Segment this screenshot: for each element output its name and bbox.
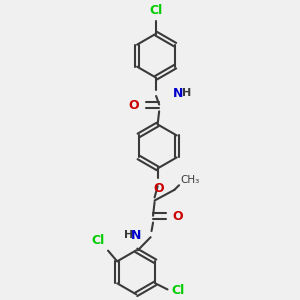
Text: N: N [131, 229, 141, 242]
Text: O: O [129, 99, 139, 112]
Text: Cl: Cl [171, 284, 184, 297]
Text: O: O [154, 182, 164, 196]
Text: H: H [124, 230, 133, 240]
Text: CH₃: CH₃ [181, 175, 200, 184]
Text: N: N [173, 87, 183, 101]
Text: H: H [182, 88, 191, 98]
Text: Cl: Cl [149, 4, 163, 17]
Text: Cl: Cl [91, 234, 104, 247]
Text: O: O [172, 210, 183, 223]
